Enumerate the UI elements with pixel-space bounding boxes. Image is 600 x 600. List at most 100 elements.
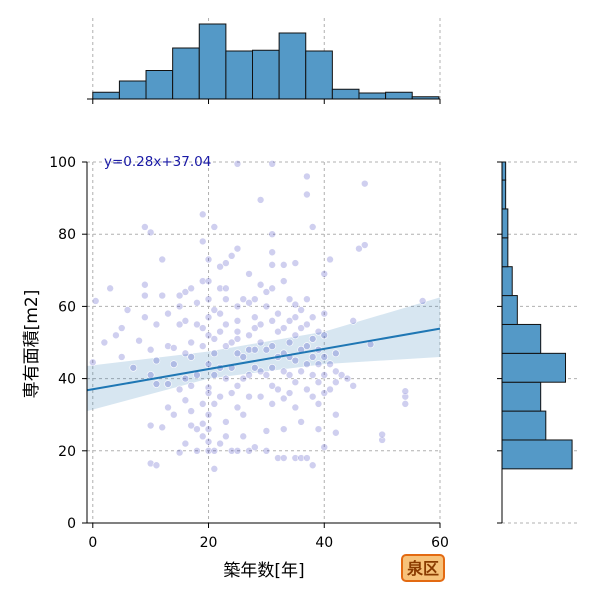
scatter-point [251,295,259,303]
scatter-point [152,356,161,365]
scatter-point [378,436,386,444]
scatter-point [262,302,271,311]
scatter-point [314,425,323,433]
scatter-point [279,277,288,285]
scatter-point [268,284,276,293]
scatter-point [204,331,213,340]
scatter-point [256,392,265,401]
scatter-point [274,385,282,394]
scatter-point [222,418,230,426]
x-tick-label: 0 [88,535,97,551]
scatter-point [233,327,242,336]
top-histogram-bar [172,47,200,100]
scatter-point [297,306,305,314]
points-layer [88,160,427,473]
scatter-point [349,382,357,390]
scatter-point [251,324,259,332]
scatter-point [181,349,190,358]
scatter-point [175,291,184,300]
scatter-point [337,371,346,379]
scatter-point [227,389,236,397]
y-tick-label: 40 [58,372,76,388]
scatter-point [239,353,248,361]
top-histogram-bar [305,50,333,100]
scatter-point [320,389,329,397]
right-histogram-bar [501,410,547,441]
scatter-point [418,297,427,305]
scatter-point [170,410,178,419]
scatter-point [216,309,224,318]
scatter-point [291,403,300,412]
scatter-point [181,288,190,296]
scatter-point [233,446,242,455]
scatter-point [187,284,195,293]
scatter-point [320,353,329,361]
scatter-point [245,446,253,455]
scatter-point [245,331,253,340]
scatter-point [152,380,161,388]
scatter-point [210,465,219,473]
right-histogram-bar [501,237,509,268]
scatter-point [308,223,317,231]
scatter-point [216,439,224,448]
scatter-point [274,327,282,336]
scatter-point [297,324,305,332]
scatter-point [297,454,305,462]
scatter-point [303,320,311,329]
scatter-point [204,277,213,285]
scatter-point [256,320,265,329]
scatter-point [256,367,265,376]
scatter-point [233,302,242,311]
scatter-point [332,378,340,387]
scatter-point [198,210,207,219]
regression-line [86,327,441,392]
x-tick-label: 20 [200,535,218,551]
scatter-point [187,382,195,390]
scatter-point [222,342,230,350]
scatter-point [152,461,161,470]
scatter-point [256,338,265,347]
scatter-point [198,237,207,246]
scatter-point [303,295,311,303]
scatter-point [303,360,311,368]
scatter-point [268,342,276,350]
scatter-point [262,371,271,379]
scatter-point [251,443,259,451]
scatter-point [91,297,100,305]
scatter-point [233,403,242,412]
scatter-point [187,407,195,415]
scatter-point [222,295,230,303]
top-histogram-bar [252,49,280,100]
scatter-point [239,374,248,383]
scatter-point [285,389,294,397]
right-histogram-bar [501,161,507,181]
scatter-point [279,394,288,403]
region-badge: 泉区 [401,554,445,582]
scatter-point [204,389,213,397]
scatter-point [233,382,242,390]
scatter-point [274,309,282,318]
scatter-point [181,374,190,383]
scatter-point [251,363,259,372]
scatter-point [262,288,271,296]
confidence-band [87,297,440,412]
region-badge-label: 泉区 [407,559,439,578]
scatter-point [320,371,329,379]
scatter-point [320,270,329,278]
scatter-point [164,342,172,350]
scatter-point [239,432,248,441]
scatter-point [291,300,300,309]
scatter-point [175,385,184,394]
scatter-point [204,313,213,322]
scatter-point [303,454,311,462]
scatter-point [308,371,317,379]
right-histogram-bar [501,323,542,354]
scatter-point [222,320,230,329]
regression-layer [86,327,441,392]
scatter-point [314,378,323,387]
right-histogram-bar [501,295,518,325]
scatter-point [279,454,288,462]
scatter-point [158,291,167,300]
scatter-point [123,306,132,314]
